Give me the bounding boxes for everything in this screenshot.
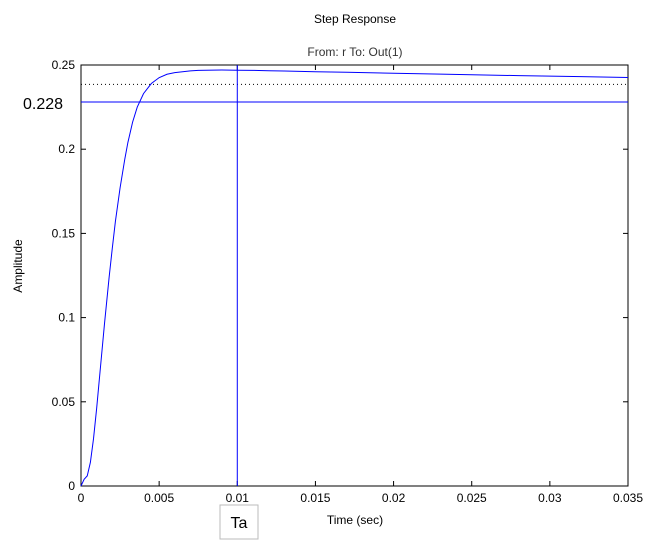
reference-lines	[81, 65, 628, 486]
series-lines	[81, 70, 628, 486]
threshold-annotation: 0.228	[23, 96, 63, 113]
threshold-value-label: 0.228	[23, 96, 63, 113]
x-tick-label: 0.005	[144, 491, 174, 505]
y-tick-label: 0.1	[58, 311, 75, 325]
y-tick-label: 0	[68, 479, 75, 493]
x-tick-label: 0.025	[457, 491, 487, 505]
y-tick-label: 0.2	[58, 142, 75, 156]
x-tick-label: 0.015	[300, 491, 330, 505]
y-tick-label: 0.05	[52, 395, 76, 409]
settling-time-annotation: Ta	[220, 505, 258, 539]
x-tick-label: 0.035	[613, 491, 643, 505]
settling-time-label: Ta	[231, 515, 248, 532]
y-axis-label: Amplitude	[11, 239, 25, 293]
x-tick-label: 0.01	[226, 491, 250, 505]
axis-ticks: 0 0.005 0.01 0.015 0.02 0.025 0.03 0.035 0 0.05 0.…	[52, 58, 644, 505]
x-tick-label: 0.03	[538, 491, 562, 505]
x-axis-label: Time (sec)	[327, 513, 383, 527]
x-tick-label: 0.02	[382, 491, 406, 505]
chart-title: Step Response	[314, 12, 396, 26]
x-tick-label: 0	[78, 491, 85, 505]
y-tick-label: 0.15	[52, 226, 76, 240]
step-response-line	[81, 70, 628, 486]
plot-area	[81, 65, 628, 486]
chart-subtitle: From: r To: Out(1)	[307, 45, 402, 59]
plot-frame	[81, 65, 628, 486]
y-tick-label: 0.25	[52, 58, 76, 72]
